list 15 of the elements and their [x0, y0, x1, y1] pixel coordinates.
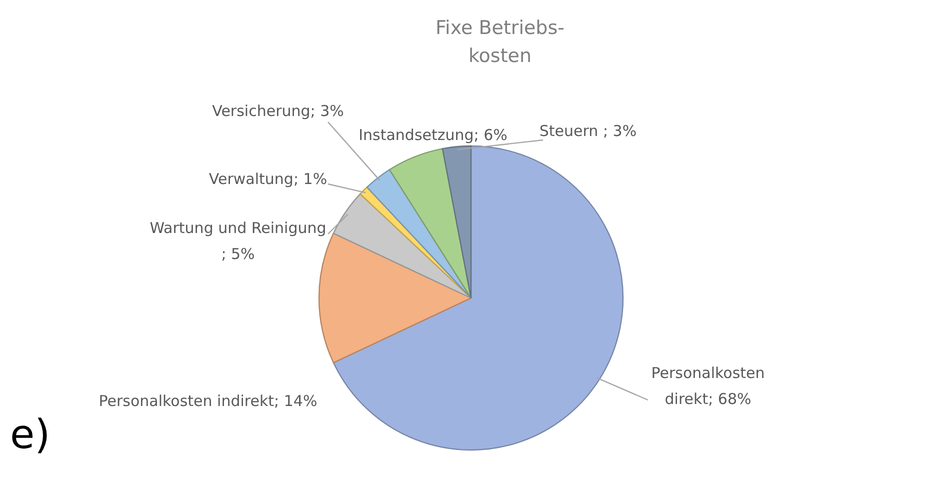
slice-label: Wartung und Reinigung — [150, 219, 326, 237]
slice-label: Personalkosten direkt; 68% — [651, 364, 765, 408]
data-label: ; 5% — [221, 245, 255, 263]
pie-slice — [332, 145, 624, 451]
pie-slice — [388, 148, 472, 299]
pie-slice — [332, 193, 472, 299]
pie-slice — [442, 145, 472, 299]
text: e) — [10, 412, 50, 458]
pie-slice — [366, 169, 472, 299]
slice-label: Personalkosten indirekt; 14% — [98, 392, 318, 410]
chart-title: Fixe Betriebs-kosten — [436, 17, 564, 67]
slice-label: Versicherung; 3% — [212, 102, 344, 120]
slice-label: Steuern ; 3% — [539, 122, 637, 140]
slice-label: Verwaltung; 1% — [208, 170, 328, 188]
slice-label: Instandsetzung; 6% — [358, 126, 508, 144]
